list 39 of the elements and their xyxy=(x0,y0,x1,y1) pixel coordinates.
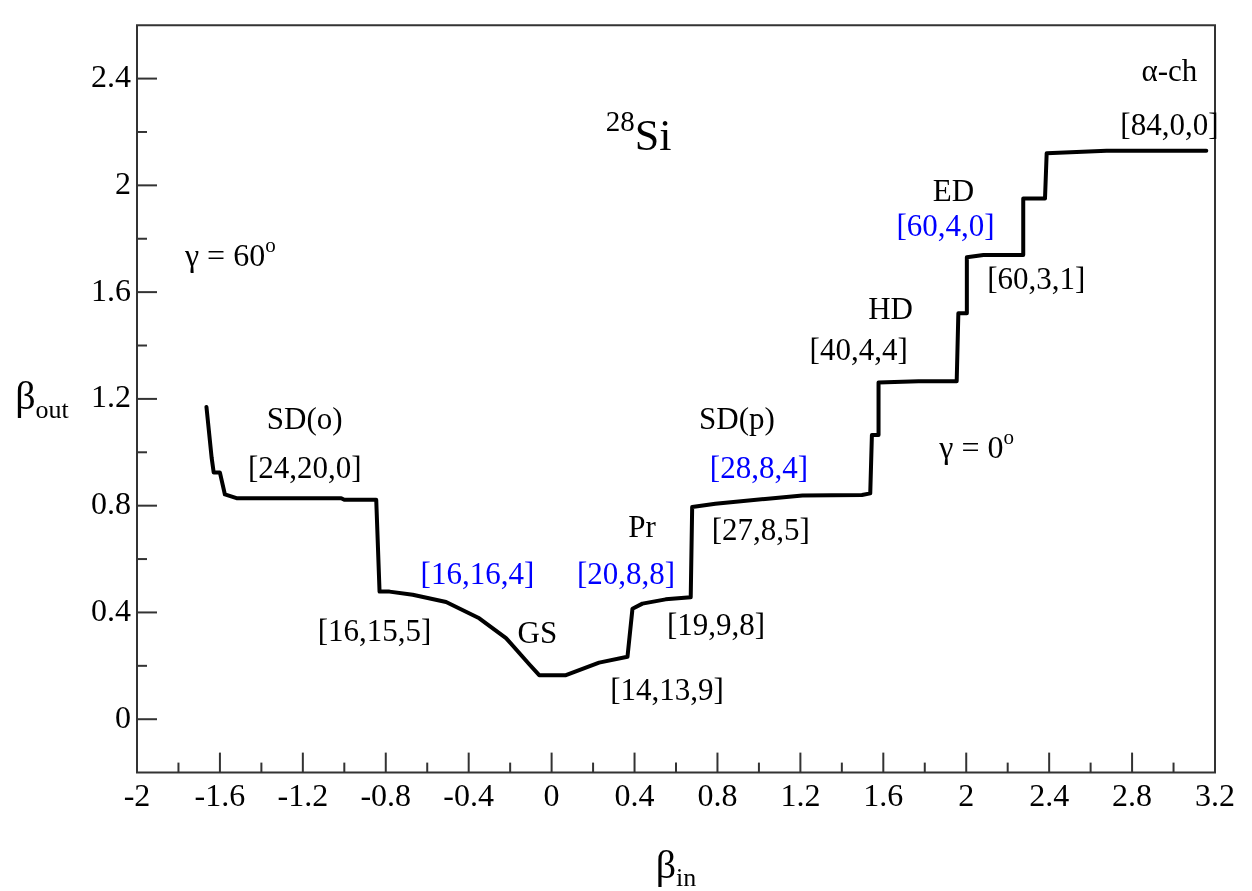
x-tick-label: -1.6 xyxy=(194,777,246,814)
annotation: [20,8,8] xyxy=(576,556,676,592)
x-tick-label: -0.4 xyxy=(443,777,495,814)
y-tick-label: 0.8 xyxy=(91,485,131,522)
x-tick-label: -2 xyxy=(123,777,151,814)
x-tick-label: 1.6 xyxy=(863,777,904,814)
annotation: [60,4,0] xyxy=(896,208,995,244)
x-tick-label: 1.2 xyxy=(780,777,821,814)
annotation: HD xyxy=(868,290,913,326)
annotation: SD(p) xyxy=(699,400,775,436)
annotation: [40,4,4] xyxy=(809,332,908,368)
y-tick-label: 1.2 xyxy=(91,378,131,415)
x-tick-label: 2.4 xyxy=(1029,777,1070,814)
annotation: [19,9,8] xyxy=(666,607,766,642)
annotation: [16,16,4] xyxy=(420,556,535,592)
annotation: [14,13,9] xyxy=(610,671,724,707)
x-tick-label: 0.8 xyxy=(697,777,738,814)
x-tick-label: 0.4 xyxy=(614,777,655,814)
x-tick-label: 3.2 xyxy=(1195,777,1235,814)
annotation: α-ch xyxy=(1141,52,1198,88)
annotation: [16,15,5] xyxy=(317,612,432,648)
annotation: Pr xyxy=(628,508,657,544)
annotation: SD(o) xyxy=(266,400,343,436)
y-tick-label: 2.4 xyxy=(91,57,131,94)
x-tick-label: 2 xyxy=(958,777,975,814)
y-tick-label: 0.4 xyxy=(91,591,131,628)
x-tick-label: 0 xyxy=(543,777,560,814)
x-tick-label: -1.2 xyxy=(277,777,329,814)
y-tick-label: 1.6 xyxy=(91,271,131,308)
annotation: [60,3,1] xyxy=(987,261,1086,297)
annotation: [28,8,4] xyxy=(709,449,809,485)
x-tick-label: 2.8 xyxy=(1112,777,1153,814)
y-tick-label: 0 xyxy=(115,698,131,735)
x-tick-label: -0.8 xyxy=(360,777,412,814)
y-tick-label: 2 xyxy=(115,164,131,201)
annotation: GS xyxy=(517,614,558,650)
annotation: ED xyxy=(932,172,975,208)
annotation: [27,8,5] xyxy=(711,511,810,547)
annotation: [24,20,0] xyxy=(247,449,362,485)
